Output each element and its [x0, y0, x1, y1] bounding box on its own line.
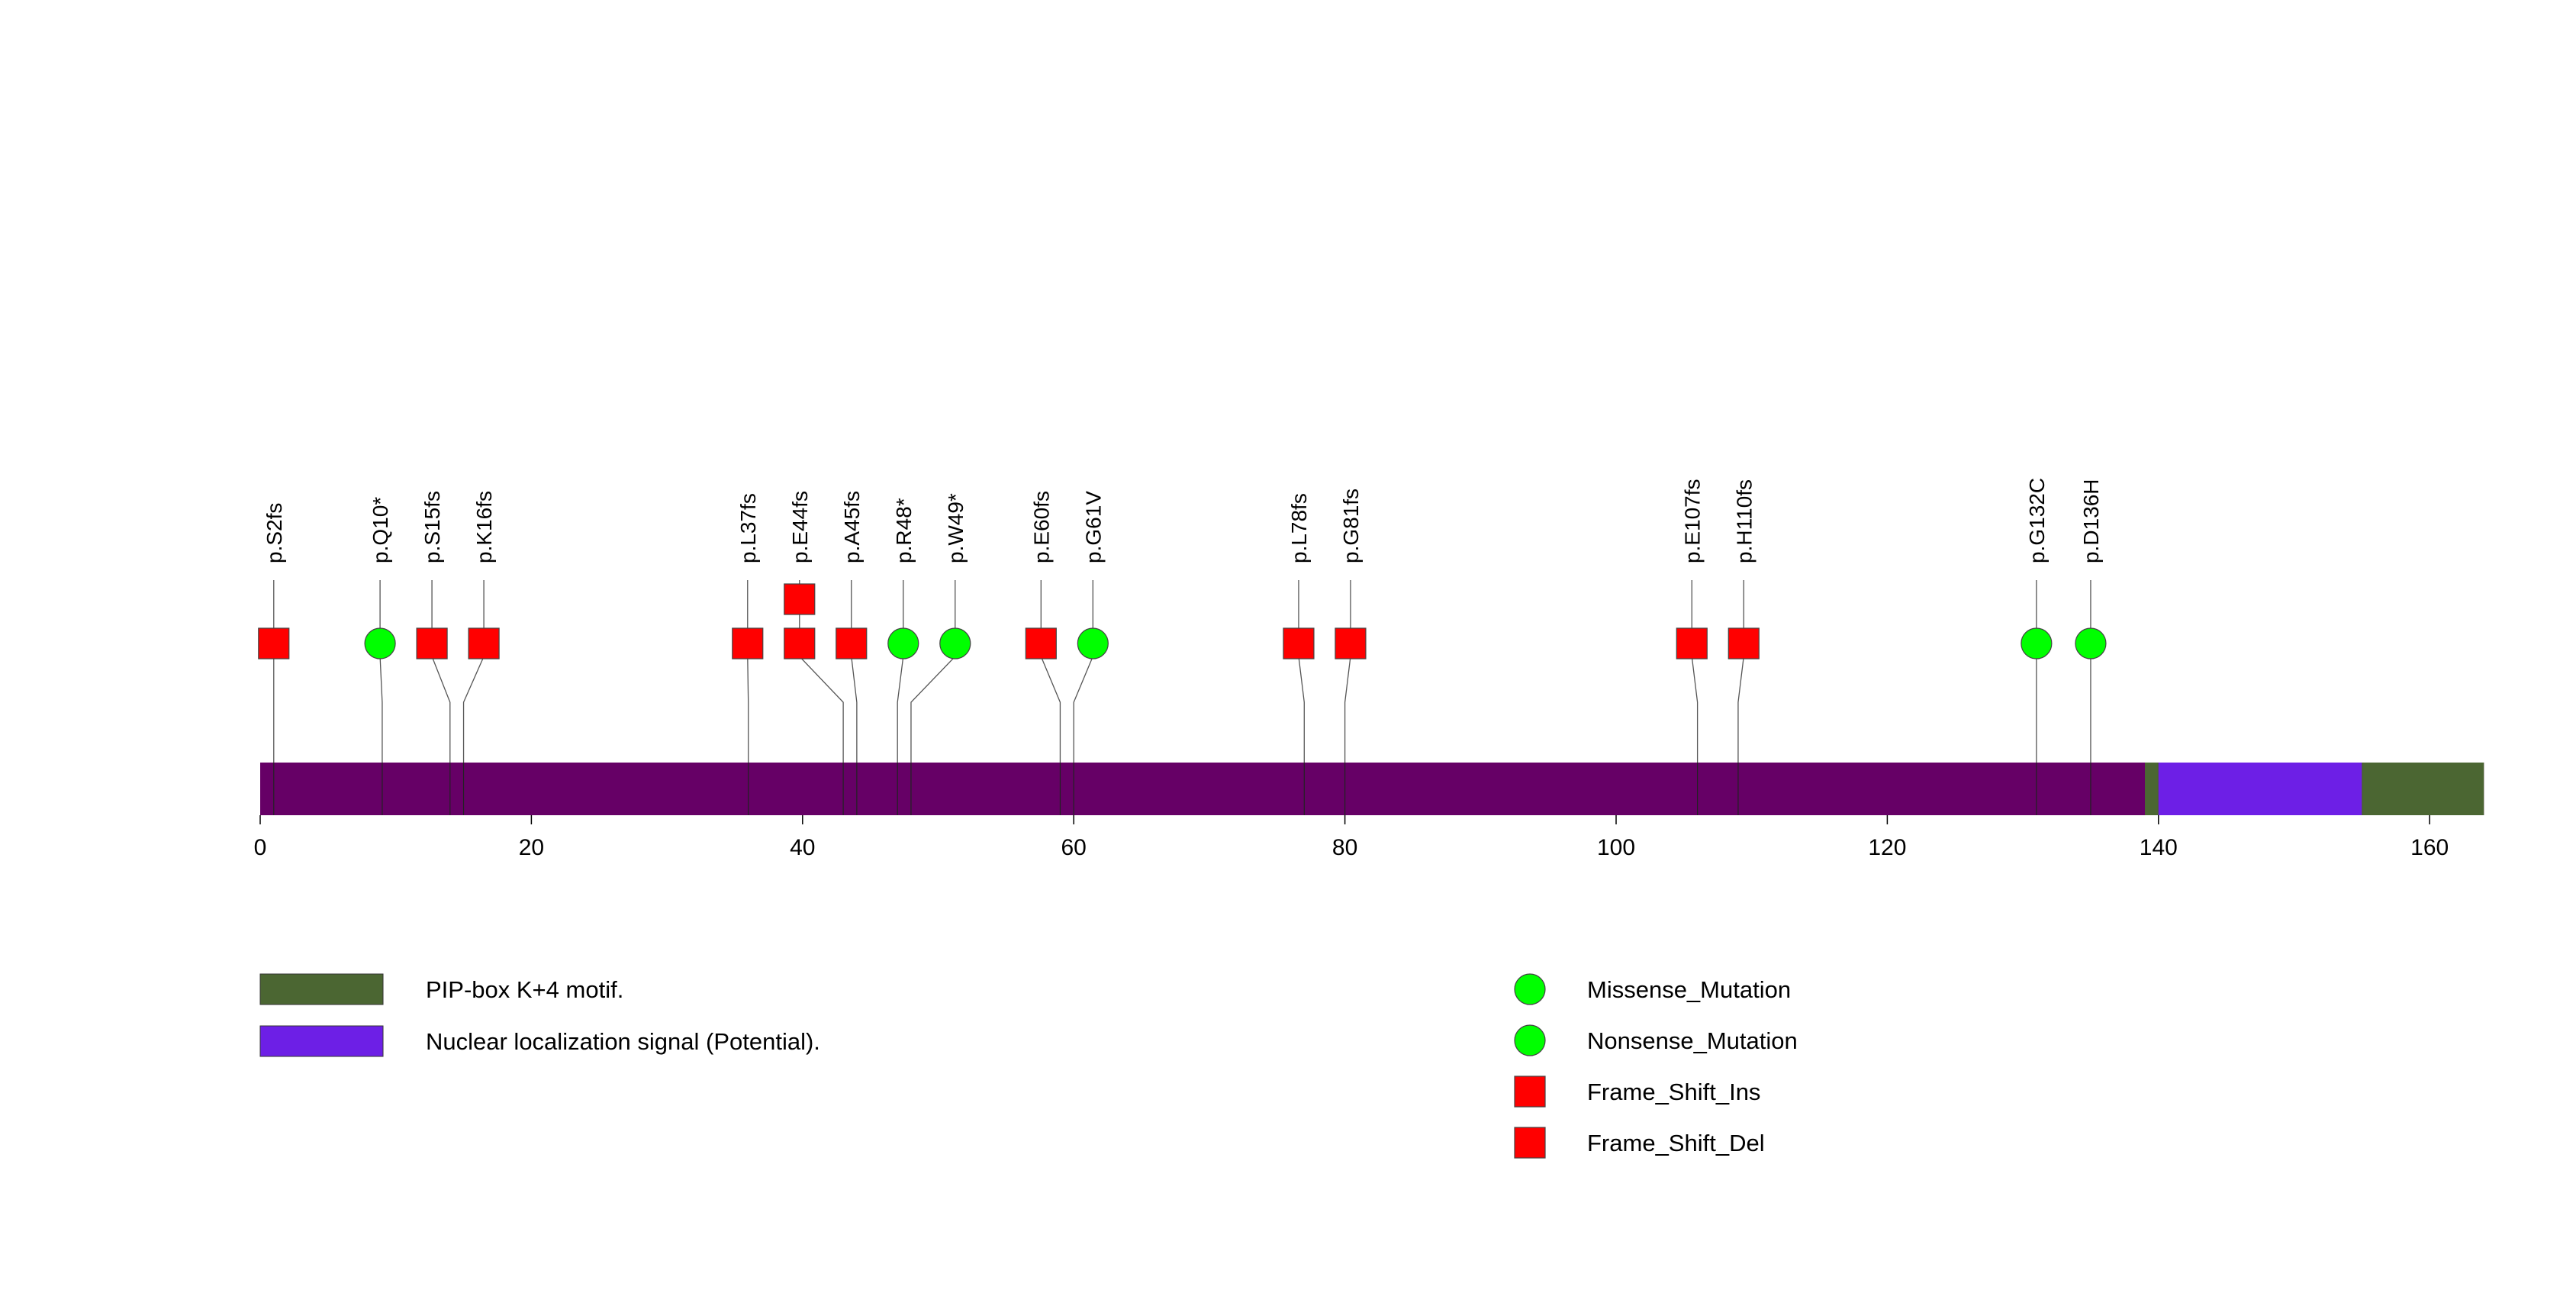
legend-domain-label: Nuclear localization signal (Potential).: [426, 1028, 820, 1055]
mutation-stem: [1737, 580, 1744, 815]
mutation-stem: [1298, 580, 1305, 815]
legend-mutation-label: Nonsense_Mutation: [1587, 1027, 1798, 1054]
legend-swatch: [259, 973, 384, 1005]
x-tick-label: 0: [254, 835, 267, 860]
mutation-marker: [416, 627, 448, 660]
mutation-label: p.S2fs: [262, 503, 286, 563]
x-tick-label: 100: [1597, 835, 1635, 860]
mutation-label: p.G81fs: [1339, 489, 1363, 563]
mutation-label: p.H110fs: [1732, 479, 1756, 563]
x-tick-label: 60: [1061, 835, 1087, 860]
mutation-label: p.E107fs: [1680, 479, 1704, 563]
mutation-stems: [273, 580, 2091, 815]
mutation-stem: [799, 580, 844, 815]
protein-backbone: [260, 763, 2484, 815]
x-axis: 0 20 40 60 80 100 120 140 160: [254, 815, 2449, 860]
mutation-stem: [1073, 580, 1093, 815]
mutation-label: p.W49*: [944, 493, 968, 563]
mutation-label: p.G61V: [1081, 491, 1105, 563]
mutation-label: p.R48*: [892, 498, 916, 563]
mutation-marker: [784, 627, 816, 660]
x-tick-label: 80: [1332, 835, 1357, 860]
domain-region: [2145, 763, 2159, 815]
mutation-stem: [747, 580, 749, 815]
mutation-marker: [732, 627, 764, 660]
mutation-marker: [836, 627, 868, 660]
x-tick-label: 120: [1868, 835, 1906, 860]
mutation-stem: [462, 580, 485, 815]
mutation-marker: [468, 627, 500, 660]
x-tick-label: 140: [2140, 835, 2178, 860]
mutation-label: p.Q10*: [369, 497, 392, 563]
mutation-marker: [2021, 627, 2053, 660]
mutation-label: p.L37fs: [736, 493, 760, 563]
legend-swatch: [259, 1025, 384, 1057]
mutation-marker: [1283, 627, 1315, 660]
mutation-label: p.L78fs: [1287, 493, 1311, 563]
mutation-marker: [258, 627, 290, 660]
mutation-marker: [1728, 627, 1760, 660]
domain-region: [2362, 763, 2484, 815]
mutation-marker: [784, 583, 816, 615]
mutation-stem: [1691, 580, 1699, 815]
mutation-stem: [1344, 580, 1351, 815]
mutation-marker: [1676, 627, 1708, 660]
legend-mutation-label: Missense_Mutation: [1587, 976, 1791, 1003]
x-tick-label: 160: [2410, 835, 2449, 860]
mutation-labels: p.S2fs p.Q10* p.S15fs p.K16fs p.L37fs p.E44fs…: [262, 478, 2103, 563]
legend-marker: [1514, 1127, 1546, 1159]
mutation-label: p.G132C: [2025, 478, 2049, 563]
mutation-stem: [851, 580, 858, 815]
mutation-stem: [910, 580, 956, 815]
mutation-stem: [897, 580, 904, 815]
mutation-stem: [1040, 580, 1061, 815]
legend-mutation-label: Frame_Shift_Ins: [1587, 1079, 1760, 1105]
mutation-marker: [887, 627, 919, 660]
mutation-label: p.S15fs: [420, 491, 444, 563]
legend: PIP-box K+4 motif. Nuclear localization s…: [259, 973, 1798, 1159]
mutation-stem: [379, 580, 383, 815]
protein-track: [260, 763, 2484, 815]
mutation-marker: [2075, 627, 2107, 660]
mutation-marker: [1025, 627, 1057, 660]
legend-domain-label: PIP-box K+4 motif.: [426, 976, 623, 1003]
x-tick-label: 40: [790, 835, 815, 860]
mutation-label: p.K16fs: [472, 491, 496, 563]
mutation-label: p.A45fs: [840, 491, 864, 563]
legend-marker: [1514, 1024, 1546, 1056]
legend-marker: [1514, 973, 1546, 1005]
domain-region: [2158, 763, 2362, 815]
legend-mutation-label: Frame_Shift_Del: [1587, 1130, 1765, 1156]
mutation-marker: [939, 627, 971, 660]
mutation-label: p.E60fs: [1029, 491, 1053, 563]
mutation-label: p.E44fs: [788, 491, 812, 563]
x-tick-label: 20: [519, 835, 544, 860]
mutation-label: p.D136H: [2079, 479, 2103, 563]
mutation-marker: [1335, 627, 1367, 660]
legend-marker: [1514, 1076, 1546, 1108]
mutation-marker: [1077, 627, 1109, 660]
mutation-markers: [258, 583, 2107, 660]
mutation-marker: [364, 627, 396, 660]
mutation-stem: [431, 580, 451, 815]
